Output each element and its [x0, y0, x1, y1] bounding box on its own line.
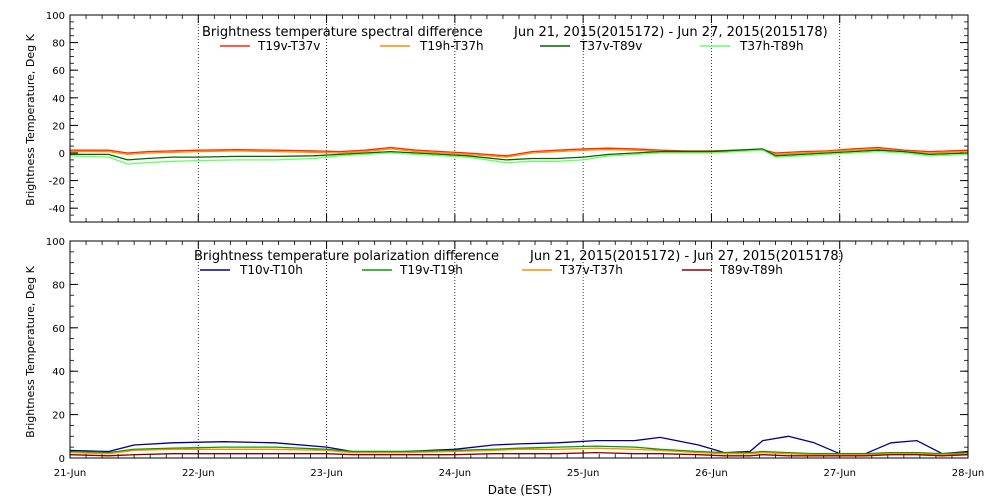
y-tick-label: 80	[52, 280, 65, 291]
series-line-T37v-T37h	[69, 447, 969, 456]
plot-frame	[69, 240, 969, 459]
x-axis-label: Date (EST)	[488, 483, 552, 497]
series-line-T89v-T89h	[69, 451, 969, 457]
series-line-T19v-T19h	[69, 445, 969, 455]
panel2-y-axis-label: Brightness Temperature, Deg K	[24, 265, 37, 437]
polarization-difference-panel: Brightness temperature polarization diff…	[24, 237, 984, 497]
plot-frame	[69, 14, 969, 223]
legend-label: T19v-T37v	[257, 39, 320, 53]
x-tick-label: 21-Jun	[54, 468, 87, 479]
legend-label: T89v-T89h	[719, 263, 783, 277]
series-line-T19v-T37v	[70, 146, 969, 157]
x-tick-label: 23-Jun	[310, 468, 343, 479]
legend-label: T19h-T37h	[419, 39, 484, 53]
x-tick-label: 24-Jun	[439, 468, 472, 479]
y-tick-label: 40	[52, 367, 65, 378]
x-tick-label: 26-Jun	[695, 468, 728, 479]
series-line-T10v-T10h	[69, 435, 969, 455]
x-tick-label: 27-Jun	[823, 468, 856, 479]
panel1-date-range: Jun 21, 2015(2015172) - Jun 27, 2015(201…	[513, 25, 828, 40]
panel1-y-axis-label: Brightness Temperature, Deg K	[24, 33, 37, 205]
y-tick-label: -40	[49, 204, 65, 215]
y-tick-label: 20	[52, 411, 65, 422]
y-tick-label: 100	[46, 11, 65, 22]
panel2-title: Brightness temperature polarization diff…	[194, 249, 499, 264]
panel2-date-range: Jun 21, 2015(2015172) - Jun 27, 2015(201…	[529, 249, 844, 264]
y-tick-label: 20	[52, 121, 65, 132]
panel1-title: Brightness temperature spectral differen…	[202, 25, 483, 40]
x-tick-label: 25-Jun	[567, 468, 600, 479]
legend-label: T37h-T89h	[739, 39, 804, 53]
x-tick-label: 22-Jun	[182, 468, 215, 479]
x-tick-label: 28-Jun	[952, 468, 985, 479]
series-line-T37h-T89h	[69, 149, 969, 165]
y-tick-label: 0	[59, 454, 65, 465]
legend-label: T10v-T10h	[239, 263, 303, 277]
series-line-T19h-T37h	[70, 148, 969, 158]
y-tick-label: 60	[52, 324, 65, 335]
spectral-difference-panel: Brightness temperature spectral differen…	[24, 11, 969, 223]
legend-label: T37v-T89v	[579, 39, 642, 53]
y-tick-label: 60	[52, 66, 65, 77]
y-tick-label: 0	[59, 149, 65, 160]
legend-label: T19v-T19h	[399, 263, 463, 277]
y-tick-label: 40	[52, 94, 65, 105]
series-line-T37v-T89v	[70, 148, 969, 161]
y-tick-label: -20	[49, 177, 65, 188]
y-tick-label: 80	[52, 39, 65, 50]
y-tick-label: 100	[46, 237, 65, 248]
legend-label: T37v-T37h	[559, 263, 623, 277]
